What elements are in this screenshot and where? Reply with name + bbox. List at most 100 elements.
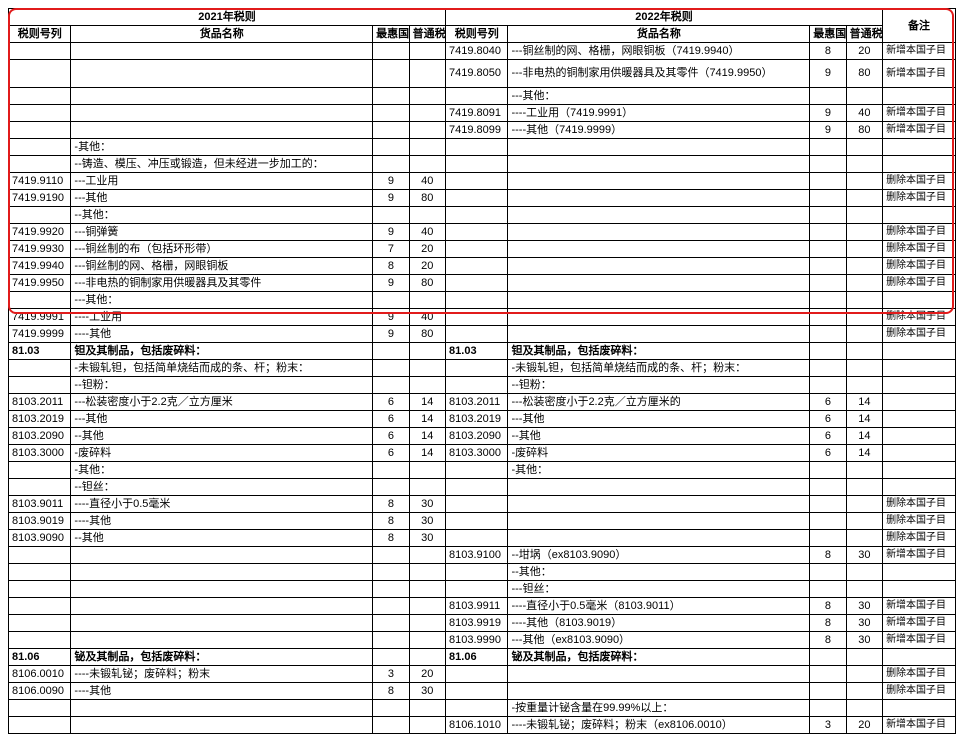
cell-gen-2022: 20 xyxy=(846,43,882,60)
cell-mfn-2022: 8 xyxy=(810,43,846,60)
cell-mfn-2021 xyxy=(373,632,409,649)
cell-note: 新增本国子目 xyxy=(883,547,956,564)
cell-code-2021: 7419.9940 xyxy=(9,258,71,275)
table-row: 7419.9190---其他980删除本国子目 xyxy=(9,190,956,207)
cell-mfn-2021 xyxy=(373,564,409,581)
cell-note: 删除本国子目 xyxy=(883,683,956,700)
cell-mfn-2022 xyxy=(810,88,846,105)
cell-name-2021: ----其他 xyxy=(71,513,373,530)
cell-mfn-2022 xyxy=(810,513,846,530)
table-row: 7419.9110---工业用940删除本国子目 xyxy=(9,173,956,190)
h-code-l: 税则号列 xyxy=(9,26,71,43)
cell-gen-2021: 80 xyxy=(409,275,445,292)
cell-gen-2022: 40 xyxy=(846,105,882,122)
cell-gen-2021 xyxy=(409,479,445,496)
cell-gen-2022 xyxy=(846,683,882,700)
cell-code-2021: 81.06 xyxy=(9,649,71,666)
cell-code-2021: 7419.9920 xyxy=(9,224,71,241)
cell-note: 新增本国子目 xyxy=(883,105,956,122)
cell-code-2022: 8103.9100 xyxy=(446,547,508,564)
cell-note: 新增本国子目 xyxy=(883,598,956,615)
cell-code-2021: 8103.9011 xyxy=(9,496,71,513)
cell-code-2022: 7419.8040 xyxy=(446,43,508,60)
table-row: 8103.9090--其他830删除本国子目 xyxy=(9,530,956,547)
cell-code-2022 xyxy=(446,360,508,377)
cell-code-2022 xyxy=(446,258,508,275)
cell-mfn-2021 xyxy=(373,479,409,496)
h-name-l: 货品名称 xyxy=(71,26,373,43)
cell-gen-2022 xyxy=(846,462,882,479)
cell-name-2022: ----其他（8103.9019） xyxy=(508,615,810,632)
cell-code-2022 xyxy=(446,173,508,190)
cell-code-2022: 7419.8050 xyxy=(446,60,508,88)
cell-name-2022 xyxy=(508,224,810,241)
cell-note xyxy=(883,156,956,173)
cell-code-2022 xyxy=(446,564,508,581)
cell-note: 新增本国子目 xyxy=(883,615,956,632)
cell-mfn-2021 xyxy=(373,581,409,598)
h-code-r: 税则号列 xyxy=(446,26,508,43)
cell-code-2022 xyxy=(446,666,508,683)
cell-gen-2021: 30 xyxy=(409,530,445,547)
header-note: 备注 xyxy=(883,9,956,43)
cell-gen-2021 xyxy=(409,377,445,394)
cell-mfn-2022 xyxy=(810,156,846,173)
cell-mfn-2022 xyxy=(810,496,846,513)
cell-mfn-2021 xyxy=(373,207,409,224)
cell-code-2022 xyxy=(446,275,508,292)
cell-note: 删除本国子目 xyxy=(883,530,956,547)
table-row: ---其他： xyxy=(9,292,956,309)
cell-gen-2022 xyxy=(846,326,882,343)
cell-name-2021: ---其他： xyxy=(71,292,373,309)
cell-code-2021 xyxy=(9,139,71,156)
table-row: --其他： xyxy=(9,564,956,581)
cell-name-2021 xyxy=(71,88,373,105)
cell-code-2021 xyxy=(9,615,71,632)
table-row: ---其他： xyxy=(9,88,956,105)
cell-name-2022: ---其他（ex8103.9090） xyxy=(508,632,810,649)
cell-gen-2022 xyxy=(846,377,882,394)
cell-mfn-2022 xyxy=(810,564,846,581)
cell-gen-2021 xyxy=(409,615,445,632)
cell-name-2021 xyxy=(71,564,373,581)
cell-mfn-2021: 6 xyxy=(373,411,409,428)
cell-gen-2022 xyxy=(846,156,882,173)
table-row: 7419.9920---铜弹簧940删除本国子目 xyxy=(9,224,956,241)
cell-mfn-2022: 8 xyxy=(810,632,846,649)
cell-gen-2022 xyxy=(846,275,882,292)
cell-gen-2021: 40 xyxy=(409,173,445,190)
cell-note xyxy=(883,139,956,156)
cell-code-2022 xyxy=(446,683,508,700)
cell-gen-2021 xyxy=(409,717,445,734)
cell-code-2021: 8106.0090 xyxy=(9,683,71,700)
cell-note xyxy=(883,581,956,598)
table-row: 8103.2011---松装密度小于2.2克／立方厘米6148103.2011-… xyxy=(9,394,956,411)
cell-gen-2021: 14 xyxy=(409,445,445,462)
cell-name-2021: --其他 xyxy=(71,428,373,445)
cell-note: 删除本国子目 xyxy=(883,275,956,292)
cell-gen-2022 xyxy=(846,258,882,275)
cell-gen-2021 xyxy=(409,122,445,139)
cell-note xyxy=(883,360,956,377)
cell-code-2021: 7419.9999 xyxy=(9,326,71,343)
cell-mfn-2021 xyxy=(373,60,409,88)
table-row: --铸造、模压、冲压或锻造，但未经进一步加工的： xyxy=(9,156,956,173)
cell-name-2022 xyxy=(508,275,810,292)
cell-code-2022 xyxy=(446,479,508,496)
cell-gen-2022: 30 xyxy=(846,547,882,564)
table-row: 81.06铋及其制品，包括废碎料：81.06铋及其制品，包括废碎料： xyxy=(9,649,956,666)
cell-gen-2022 xyxy=(846,139,882,156)
cell-code-2021: 7419.9190 xyxy=(9,190,71,207)
cell-name-2022 xyxy=(508,496,810,513)
cell-code-2021: 8103.2011 xyxy=(9,394,71,411)
h-gen-l: 普通税率 xyxy=(409,26,445,43)
table-row: 8103.9919----其他（8103.9019）830新增本国子目 xyxy=(9,615,956,632)
cell-note xyxy=(883,88,956,105)
cell-name-2022: -未锻轧钽，包括简单烧结而成的条、杆；粉末： xyxy=(508,360,810,377)
cell-code-2022 xyxy=(446,139,508,156)
cell-name-2021: 铋及其制品，包括废碎料： xyxy=(71,649,373,666)
cell-gen-2021: 30 xyxy=(409,683,445,700)
cell-gen-2022 xyxy=(846,173,882,190)
cell-mfn-2021: 7 xyxy=(373,241,409,258)
cell-mfn-2022: 9 xyxy=(810,105,846,122)
